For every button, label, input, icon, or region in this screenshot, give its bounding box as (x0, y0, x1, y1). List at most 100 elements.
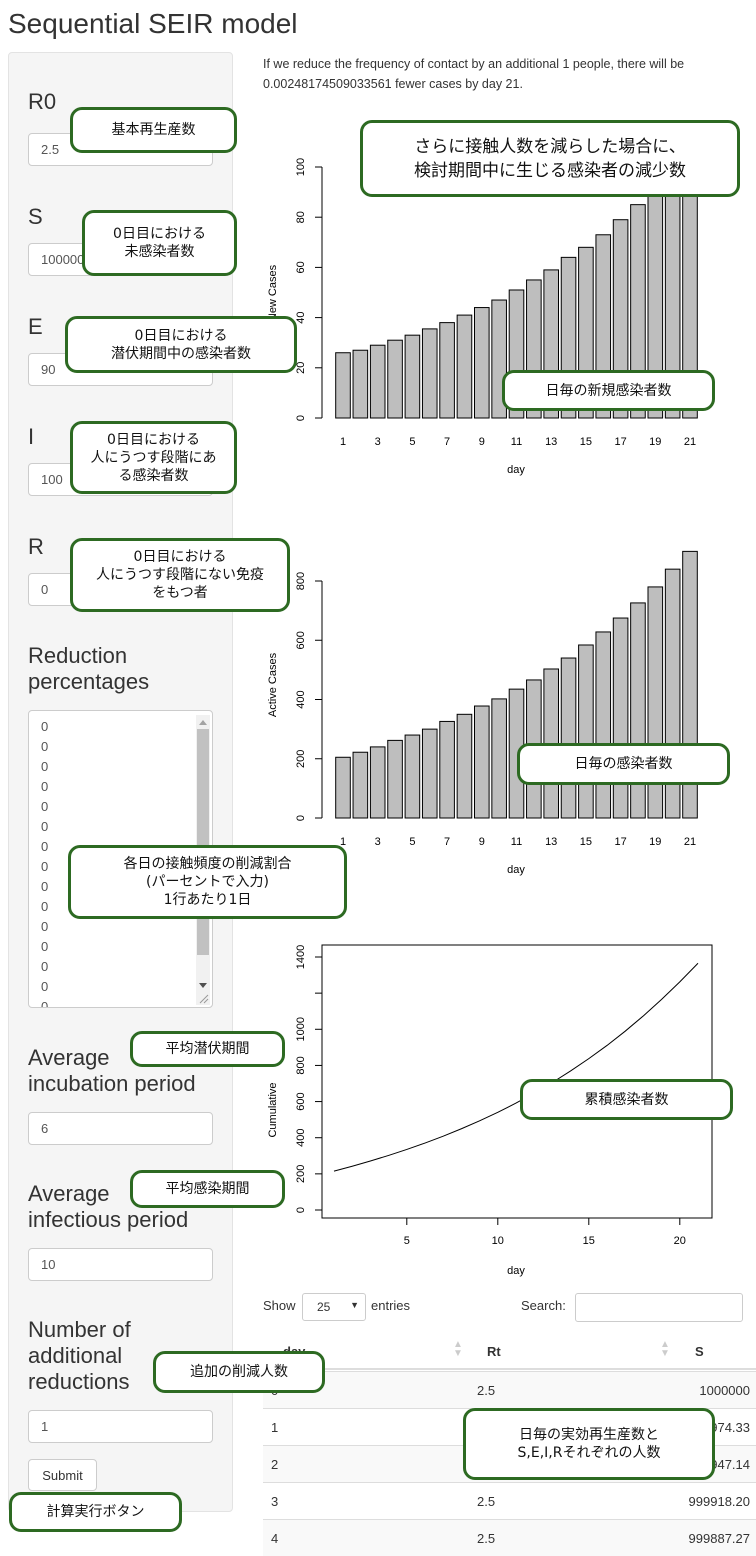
s-label: S (28, 204, 43, 229)
label-line: additional (28, 1343, 123, 1368)
callout-incubation: 平均潜伏期間 (130, 1031, 285, 1067)
incubation-input[interactable] (28, 1112, 213, 1145)
column-header-s[interactable]: S (695, 1344, 704, 1359)
x-axis-label: day (507, 1265, 525, 1277)
reduction-value: 0 (41, 879, 49, 894)
callout-e: 0日目における 潜伏期間中の感染者数 (65, 316, 297, 373)
x-tick-label: 9 (479, 836, 485, 848)
page-title: Sequential SEIR model (8, 8, 298, 39)
y-tick-label: 80 (295, 211, 307, 223)
r-label: R (28, 534, 44, 559)
bar (578, 644, 594, 819)
x-tick-label: 15 (580, 836, 592, 848)
x-tick-label: 3 (375, 836, 381, 848)
infectious-input[interactable] (28, 1248, 213, 1281)
table-cell: 2.5 (477, 1383, 496, 1398)
r0-label: R0 (28, 89, 57, 114)
bar (456, 314, 473, 419)
bar (630, 602, 646, 819)
callout-i: 0日目における 人にうつす段階にあ る感染者数 (70, 421, 237, 494)
bar (491, 698, 507, 819)
sort-icon[interactable]: ▲ ▼ (660, 1339, 670, 1359)
label-line: Average (28, 1181, 110, 1206)
x-tick-label: 21 (684, 836, 696, 848)
reduction-value: 0 (41, 779, 49, 794)
reduction-value: 0 (41, 839, 49, 854)
label-line: Average (28, 1045, 110, 1070)
x-tick-label: 17 (614, 436, 626, 448)
bar (421, 328, 438, 419)
search-label: Search: (521, 1298, 566, 1313)
bar (387, 739, 403, 819)
x-tick-label: 17 (614, 836, 626, 848)
reduction-value: 0 (41, 799, 49, 814)
x-tick-label: 1 (340, 836, 346, 848)
callout-additional: 追加の削減人数 (153, 1351, 325, 1393)
callout-r: 0日目における 人にうつす段階にない免疫 をもつ者 (70, 538, 290, 612)
y-tick-label: 800 (295, 1056, 307, 1074)
x-tick-label: 15 (580, 436, 592, 448)
result-message: If we reduce the frequency of contact by… (263, 57, 685, 91)
reduction-value: 0 (41, 819, 49, 834)
incubation-label: Average incubation period (28, 1045, 196, 1097)
reduction-value: 0 (41, 999, 49, 1008)
bar (421, 728, 438, 819)
callout-message: さらに接触人数を減らした場合に、 検討期間中に生じる感染者の減少数 (360, 120, 740, 197)
y-axis-label: Cumulative (267, 1082, 279, 1137)
entries-select[interactable]: 25 ▼ (302, 1293, 366, 1321)
table-cell: 2.5 (477, 1531, 496, 1546)
x-tick-label: 3 (375, 436, 381, 448)
column-header-rt[interactable]: Rt (487, 1344, 501, 1359)
y-tick-label: 200 (295, 1165, 307, 1183)
y-tick-label: 600 (295, 1092, 307, 1110)
y-axis-label: New Cases (267, 264, 279, 321)
submit-button[interactable]: Submit (28, 1459, 97, 1491)
callout-s: 0日目における 未感染者数 (82, 210, 237, 276)
bar (352, 349, 369, 419)
x-tick-label: 10 (492, 1235, 504, 1247)
table-cell: 2 (271, 1457, 279, 1472)
bar (404, 734, 421, 819)
bar (612, 617, 629, 819)
additional-input[interactable] (28, 1410, 213, 1443)
label-line: incubation period (28, 1071, 196, 1096)
reduction-value: 0 (41, 919, 49, 934)
x-tick-label: 9 (479, 436, 485, 448)
additional-label: Number of additional reductions (28, 1317, 131, 1395)
y-tick-label: 100 (295, 158, 307, 176)
i-label: I (28, 424, 35, 449)
y-tick-label: 200 (295, 750, 307, 768)
bar (404, 334, 421, 419)
search-input[interactable] (575, 1293, 743, 1322)
reduction-label-line: percentages (28, 669, 150, 694)
reduction-label: Reduction percentages (28, 643, 149, 695)
callout-infectious: 平均感染期間 (130, 1170, 285, 1208)
callout-active: 日毎の感染者数 (517, 743, 730, 785)
y-tick-label: 60 (295, 261, 307, 273)
cumulative-line (333, 962, 699, 1172)
x-tick-label: 21 (684, 436, 696, 448)
reduction-value: 0 (41, 719, 49, 734)
e-label: E (28, 314, 43, 339)
x-tick-label: 11 (511, 436, 522, 448)
x-tick-label: 19 (649, 836, 661, 848)
bar (439, 322, 455, 419)
bar (352, 751, 369, 819)
table-cell: 999918.20 (688, 1494, 750, 1509)
x-tick-label: 7 (444, 436, 450, 448)
x-axis-label: day (507, 464, 525, 476)
callout-submit: 計算実行ボタン (9, 1492, 182, 1532)
bar (439, 720, 455, 819)
reduction-value: 0 (41, 739, 49, 754)
reduction-value: 0 (41, 939, 49, 954)
bar (456, 713, 473, 819)
bar (369, 746, 386, 819)
sort-icon[interactable]: ▲ ▼ (453, 1339, 463, 1359)
x-axis-label: day (507, 864, 525, 876)
reduction-value: 0 (41, 899, 49, 914)
y-tick-label: 400 (295, 1129, 307, 1147)
entries-value: 25 (317, 1300, 331, 1314)
x-tick-label: 15 (583, 1235, 595, 1247)
y-tick-label: 0 (295, 815, 307, 821)
